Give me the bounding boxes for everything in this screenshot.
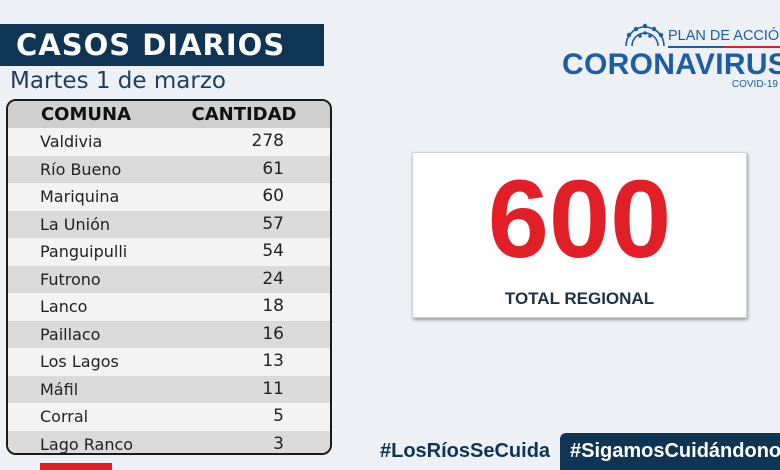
hashtag-los-rios: #LosRíosSeCuida [380, 440, 551, 462]
table-header: COMUNA CANTIDAD [8, 101, 330, 128]
plan-accion-logo: PLAN DE ACCIÓN CORONAVIRUS COVID-19 [560, 22, 780, 92]
cantidad-cell: 54 [262, 241, 284, 261]
cantidad-cell: 61 [262, 158, 284, 179]
comuna-cell: Lanco [40, 297, 88, 316]
cantidad-cell: 18 [262, 296, 284, 316]
page-title: CASOS DIARIOS [0, 24, 324, 66]
table-row: Corral 5 [8, 403, 330, 431]
table-row: Lago Ranco 3 [8, 430, 330, 454]
cantidad-cell: 16 [262, 323, 284, 344]
table-row: Lanco 18 [8, 293, 330, 321]
comuna-cell: Lago Ranco [40, 434, 134, 454]
table-row: Paillaco 16 [8, 320, 330, 348]
logo-underline [668, 46, 780, 48]
cases-table: COMUNA CANTIDAD Valdivia 278 Río Bueno 61 Ma… [6, 99, 332, 455]
comuna-cell: Máfil [40, 379, 79, 399]
comuna-cell: Valdivia [40, 132, 103, 151]
cantidad-cell: 3 [273, 433, 284, 454]
comuna-cell: Mariquina [40, 187, 120, 206]
total-label: TOTAL REGIONAL [504, 289, 655, 308]
comuna-cell: Los Lagos [40, 352, 119, 371]
comuna-cell: Corral [40, 407, 89, 426]
cantidad-cell: 11 [262, 378, 284, 399]
cantidad-cell: 278 [251, 131, 284, 151]
cantidad-cell: 60 [262, 186, 284, 206]
table-row: La Unión 57 [8, 210, 330, 238]
table-row: Panguipulli 54 [8, 238, 330, 266]
table-row: Mariquina 60 [8, 183, 330, 211]
logo-main-text: CORONAVIRUS [562, 48, 780, 81]
comuna-cell: Panguipulli [40, 242, 128, 261]
header-comuna: COMUNA [40, 104, 132, 125]
total-value: 600 [487, 158, 672, 281]
red-accent-strip [40, 463, 112, 470]
comuna-cell: La Unión [40, 214, 111, 234]
table-body: Valdivia 278 Río Bueno 61 Mariquina 60 La Unió… [8, 128, 330, 454]
virus-icon [625, 23, 665, 47]
logo-top-text: PLAN DE ACCIÓN [668, 28, 780, 44]
table-row: Río Bueno 61 [8, 155, 330, 183]
total-card: 600 TOTAL REGIONAL [412, 152, 747, 318]
hashtag-sigamos: #SigamosCuidándonos [560, 433, 780, 470]
cantidad-cell: 13 [262, 351, 284, 371]
cantidad-cell: 24 [262, 268, 284, 289]
cantidad-cell: 57 [262, 213, 284, 234]
comuna-cell: Río Bueno [40, 159, 122, 179]
table-row: Los Lagos 13 [8, 348, 330, 376]
table-row: Máfil 11 [8, 375, 330, 403]
cantidad-cell: 5 [273, 406, 284, 426]
date-subtitle: Martes 1 de marzo [10, 68, 226, 94]
table-row: Valdivia 278 [8, 128, 330, 156]
logo-sub-text: COVID-19 [731, 79, 778, 90]
table-row: Futrono 24 [8, 265, 330, 293]
comuna-cell: Paillaco [40, 324, 101, 344]
header-cantidad: CANTIDAD [191, 104, 297, 125]
comuna-cell: Futrono [40, 269, 101, 289]
